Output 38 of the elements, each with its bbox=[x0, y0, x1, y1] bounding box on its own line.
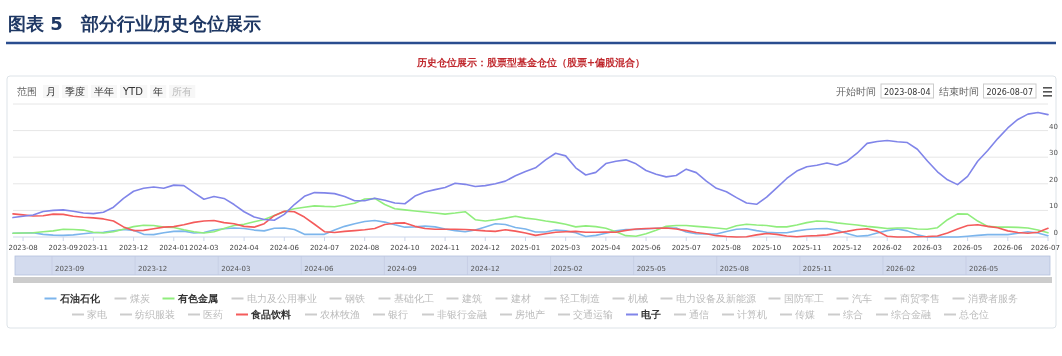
text: 结束时间 bbox=[938, 86, 979, 97]
text: 建筑 bbox=[460, 293, 482, 304]
text: 综合金融 bbox=[891, 309, 931, 320]
text: 医药 bbox=[203, 309, 223, 320]
text: 电力及公用事业 bbox=[246, 293, 317, 304]
text: 汽车 bbox=[851, 293, 872, 304]
text: 房地产 bbox=[515, 309, 545, 320]
text: 消费者服务 bbox=[967, 293, 1018, 304]
text: 传媒 bbox=[795, 309, 815, 320]
chart-title: 图表 5 部分行业历史仓位展示 bbox=[8, 13, 261, 34]
text: 范围 bbox=[17, 86, 37, 97]
legend-label: 有色金属 bbox=[176, 293, 218, 304]
legend-label: 石油石化 bbox=[58, 293, 101, 304]
text: 季度 bbox=[65, 86, 85, 97]
text: 通信 bbox=[689, 309, 709, 320]
text: 银行 bbox=[387, 309, 408, 320]
text: 商贸零售 bbox=[899, 293, 940, 304]
text: 综合 bbox=[843, 309, 863, 320]
text: 家电 bbox=[87, 309, 107, 320]
text: YTD bbox=[122, 86, 144, 97]
text: 轻工制造 bbox=[559, 293, 600, 304]
text: 机械 bbox=[627, 293, 648, 304]
legend-label: 电子 bbox=[641, 309, 661, 320]
text: 建材 bbox=[509, 293, 531, 304]
text: 年 bbox=[153, 86, 164, 97]
text: 半年 bbox=[94, 86, 114, 97]
text: 2026-08-07 bbox=[986, 88, 1033, 97]
text: 钢铁 bbox=[343, 293, 365, 304]
text: 农林牧渔 bbox=[320, 309, 360, 320]
text: 煤炭 bbox=[129, 293, 150, 304]
text: 开始时间 bbox=[836, 86, 876, 97]
text: 2023-08-04 bbox=[884, 88, 931, 97]
text: 纺织服装 bbox=[135, 309, 175, 320]
legend-label: 食品饮料 bbox=[250, 309, 291, 320]
text: 计算机 bbox=[737, 309, 767, 320]
text: 国防军工 bbox=[783, 293, 824, 304]
chart-subtitle: 历史仓位展示：股票型基金仓位（股票+偏股混合） bbox=[415, 57, 646, 68]
text: 月 bbox=[46, 86, 56, 97]
